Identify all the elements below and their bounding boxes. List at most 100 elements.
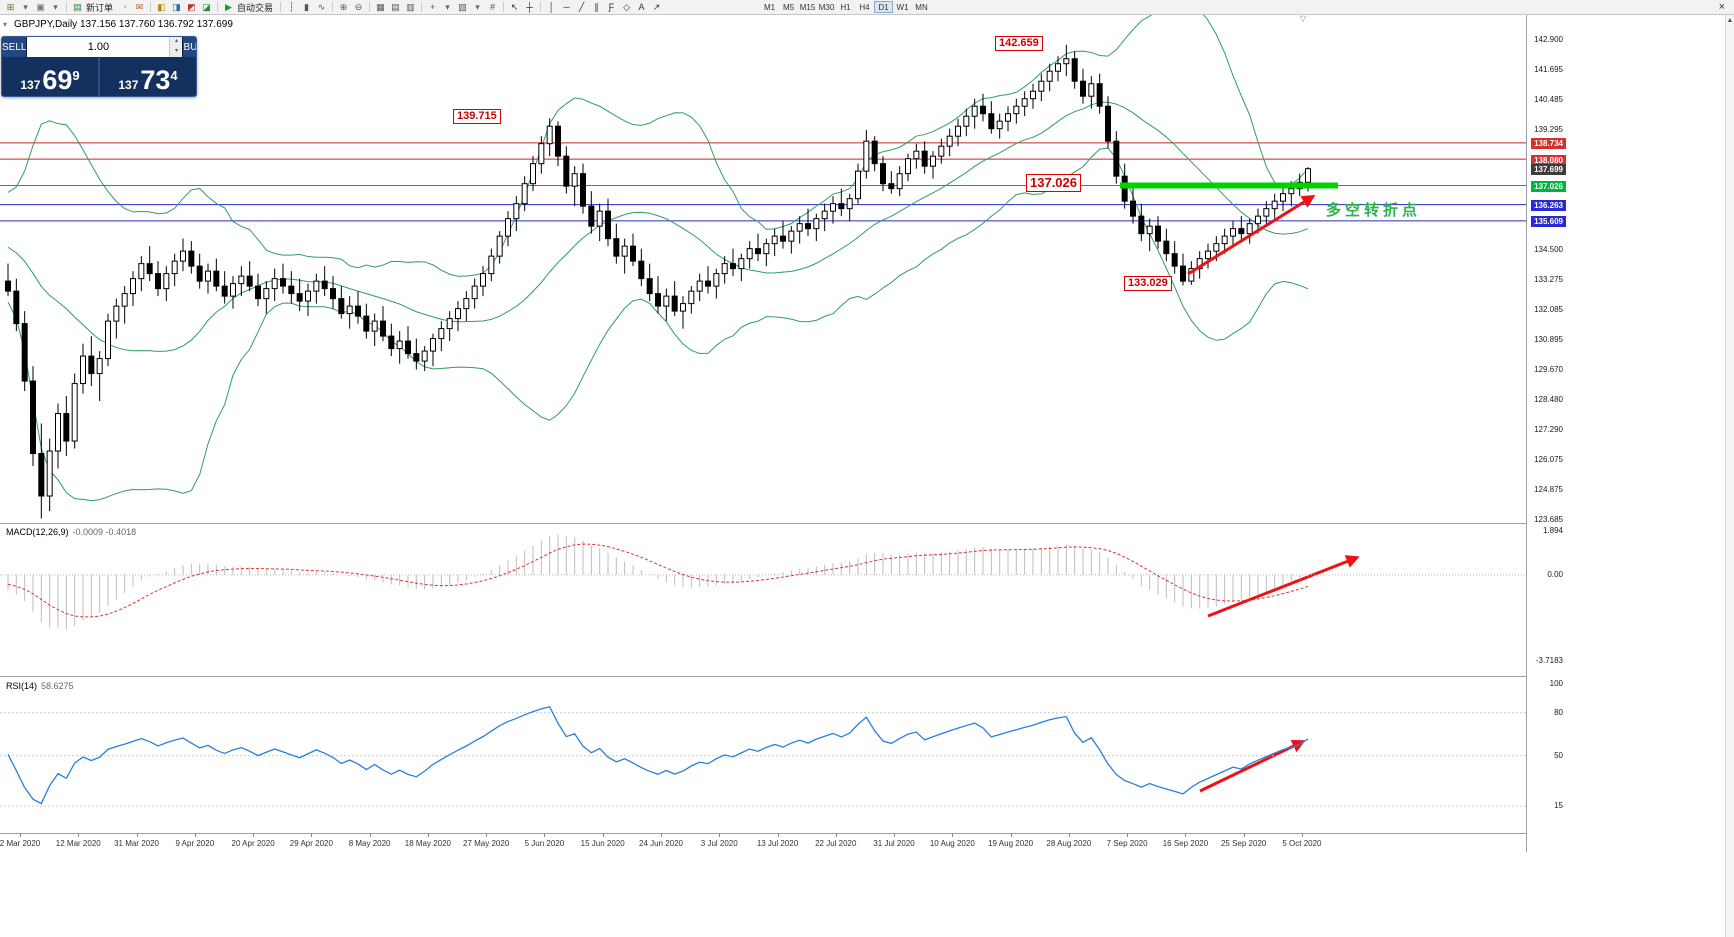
navigator-icon[interactable]: ◩ (187, 1, 196, 12)
toolbar-close-icon[interactable]: × (1718, 0, 1725, 13)
main-chart-svg[interactable] (0, 15, 1526, 523)
one-click-controls: SELL ▴ ▾ BUY (2, 37, 196, 57)
market-watch-icon[interactable]: ◧ (157, 1, 166, 12)
timeframe-H4[interactable]: H4 (859, 2, 870, 12)
tile-windows-icon[interactable]: ▦ (376, 1, 385, 12)
templates-dropdown-icon[interactable]: ▾ (475, 1, 480, 12)
candle (1246, 223, 1253, 235)
toolbar-group-windows: ▦ ▤ ▥ (373, 0, 418, 14)
candle (405, 340, 411, 355)
tile-horizontal-icon[interactable]: ▥ (406, 1, 415, 12)
date-label: 10 Aug 2020 (929, 839, 975, 848)
timeframe-M1[interactable]: M1 (763, 2, 776, 12)
volume-down-button[interactable]: ▾ (170, 47, 183, 57)
text-icon[interactable]: A (638, 1, 645, 12)
sell-button[interactable]: SELL (2, 37, 27, 57)
scroll-up-icon[interactable]: ▲ (1726, 17, 1734, 24)
arrow-object-icon[interactable]: ↗ (652, 1, 661, 12)
zoom-in-icon[interactable]: ⊕ (339, 1, 348, 12)
date-label: 24 Jun 2020 (638, 839, 683, 848)
candle (130, 278, 136, 295)
chart-profiles-dropdown-icon[interactable]: ▾ (53, 1, 58, 12)
cursor-icon[interactable]: ↖ (510, 1, 519, 12)
timeframe-W1[interactable]: W1 (896, 2, 909, 12)
crosshair-icon[interactable]: ┼ (526, 1, 533, 12)
indicators-dropdown-icon[interactable]: ▾ (445, 1, 450, 12)
candle (513, 203, 520, 220)
rsi-scale-label: 50 (1554, 750, 1563, 760)
price-scale-tag-green: 137.026 (1531, 181, 1566, 193)
pane-separator-macd-rsi[interactable] (0, 676, 1566, 677)
turning-point-label[interactable]: 多空转折点 (1326, 202, 1422, 219)
candle (80, 355, 86, 385)
candle (1305, 168, 1311, 183)
rsi-pane-svg[interactable] (0, 677, 1526, 833)
new-order-icon[interactable]: ▤ (73, 1, 82, 12)
timeframe-M15[interactable]: M15 (799, 2, 816, 12)
price-scale[interactable]: 142.900 141.695 140.485 139.295 138.734 138.0… (1526, 15, 1567, 852)
price-scale-label: 139.295 (1534, 124, 1563, 134)
one-click-collapse-toggle[interactable]: ▾ (3, 20, 8, 29)
new-chart-icon[interactable]: ⊞ (6, 1, 15, 12)
horizontal-line-icon[interactable]: ─ (563, 1, 570, 12)
timeframe-M5[interactable]: M5 (782, 2, 795, 12)
mail-icon[interactable]: ✉ (135, 1, 144, 12)
volume-up-button[interactable]: ▴ (170, 37, 183, 47)
zoom-out-icon[interactable]: ⊖ (354, 1, 363, 12)
pane-separator-main-macd[interactable] (0, 523, 1566, 524)
candle (1071, 58, 1078, 82)
cascade-windows-icon[interactable]: ▤ (391, 1, 400, 12)
terminal-icon[interactable]: ◪ (202, 1, 211, 12)
new-chart-dropdown-icon[interactable]: ▾ (23, 1, 28, 12)
timeframe-H1[interactable]: H1 (840, 2, 851, 12)
timeframe-MN[interactable]: MN (915, 2, 928, 12)
auto-trading-icon[interactable]: ▶ (225, 1, 232, 12)
chart-profiles-icon[interactable]: ▣ (36, 1, 45, 12)
candle (663, 295, 670, 307)
candle (1113, 140, 1120, 177)
volume-input[interactable] (27, 37, 170, 57)
price-flag-133-029[interactable]: 133.029 (1124, 276, 1172, 291)
line-chart-icon[interactable]: ∿ (317, 1, 326, 12)
timeframe-M30[interactable]: M30 (818, 2, 835, 12)
shapes-icon[interactable]: ◇ (623, 1, 630, 12)
price-scale-label: 127.290 (1534, 424, 1563, 434)
timeframe-D1[interactable]: D1 (874, 1, 894, 13)
date-tick (1185, 834, 1187, 837)
toolbar-separator (217, 2, 219, 12)
templates-icon[interactable]: ▧ (458, 1, 467, 12)
buy-price-button[interactable]: 137 73 4 (100, 57, 196, 96)
alert-icon[interactable]: ◔ (121, 1, 128, 12)
channel-icon[interactable]: ∥ (594, 1, 599, 12)
price-flag-142-659[interactable]: 142.659 (995, 36, 1043, 51)
candle (1255, 215, 1261, 225)
date-axis[interactable]: 2 Mar 2020 12 Mar 2020 31 Mar 2020 9 Apr 20… (0, 834, 1566, 852)
bar-chart-icon[interactable]: ┆ (288, 1, 295, 12)
fibonacci-icon[interactable]: Ƒ (608, 1, 615, 12)
price-flag-137-026[interactable]: 137.026 (1026, 174, 1081, 192)
date-label: 31 Mar 2020 (114, 839, 159, 848)
candlestick-chart-icon[interactable]: ▮ (304, 1, 309, 12)
new-order-label[interactable]: 新订单 (86, 2, 114, 13)
price-flag-139-715[interactable]: 139.715 (453, 109, 501, 124)
date-label: 2 Mar 2020 (0, 839, 41, 848)
auto-trading-label[interactable]: 自动交易 (237, 2, 274, 13)
trendline-icon[interactable]: ╱ (578, 1, 585, 12)
candle (580, 173, 586, 207)
vertical-scrollbar[interactable]: ▲ (1725, 15, 1734, 937)
date-tick (894, 834, 896, 837)
vertical-line-icon[interactable]: │ (548, 1, 555, 12)
rsi-line (7, 705, 1309, 805)
candle (38, 453, 45, 497)
candle (421, 350, 428, 362)
sell-price-button[interactable]: 137 69 9 (2, 57, 98, 96)
macd-pane-svg[interactable] (0, 524, 1526, 676)
indicators-icon[interactable]: + (429, 1, 436, 12)
candle (1171, 253, 1178, 267)
date-label: 18 May 2020 (404, 839, 452, 848)
toolbar-group-panels: ◧ ◨ ◩ ◪ (154, 0, 214, 14)
buy-button[interactable]: BUY (183, 37, 196, 57)
data-window-icon[interactable]: ◨ (172, 1, 181, 12)
grid-icon[interactable]: # (490, 1, 496, 12)
candle (1055, 63, 1061, 72)
